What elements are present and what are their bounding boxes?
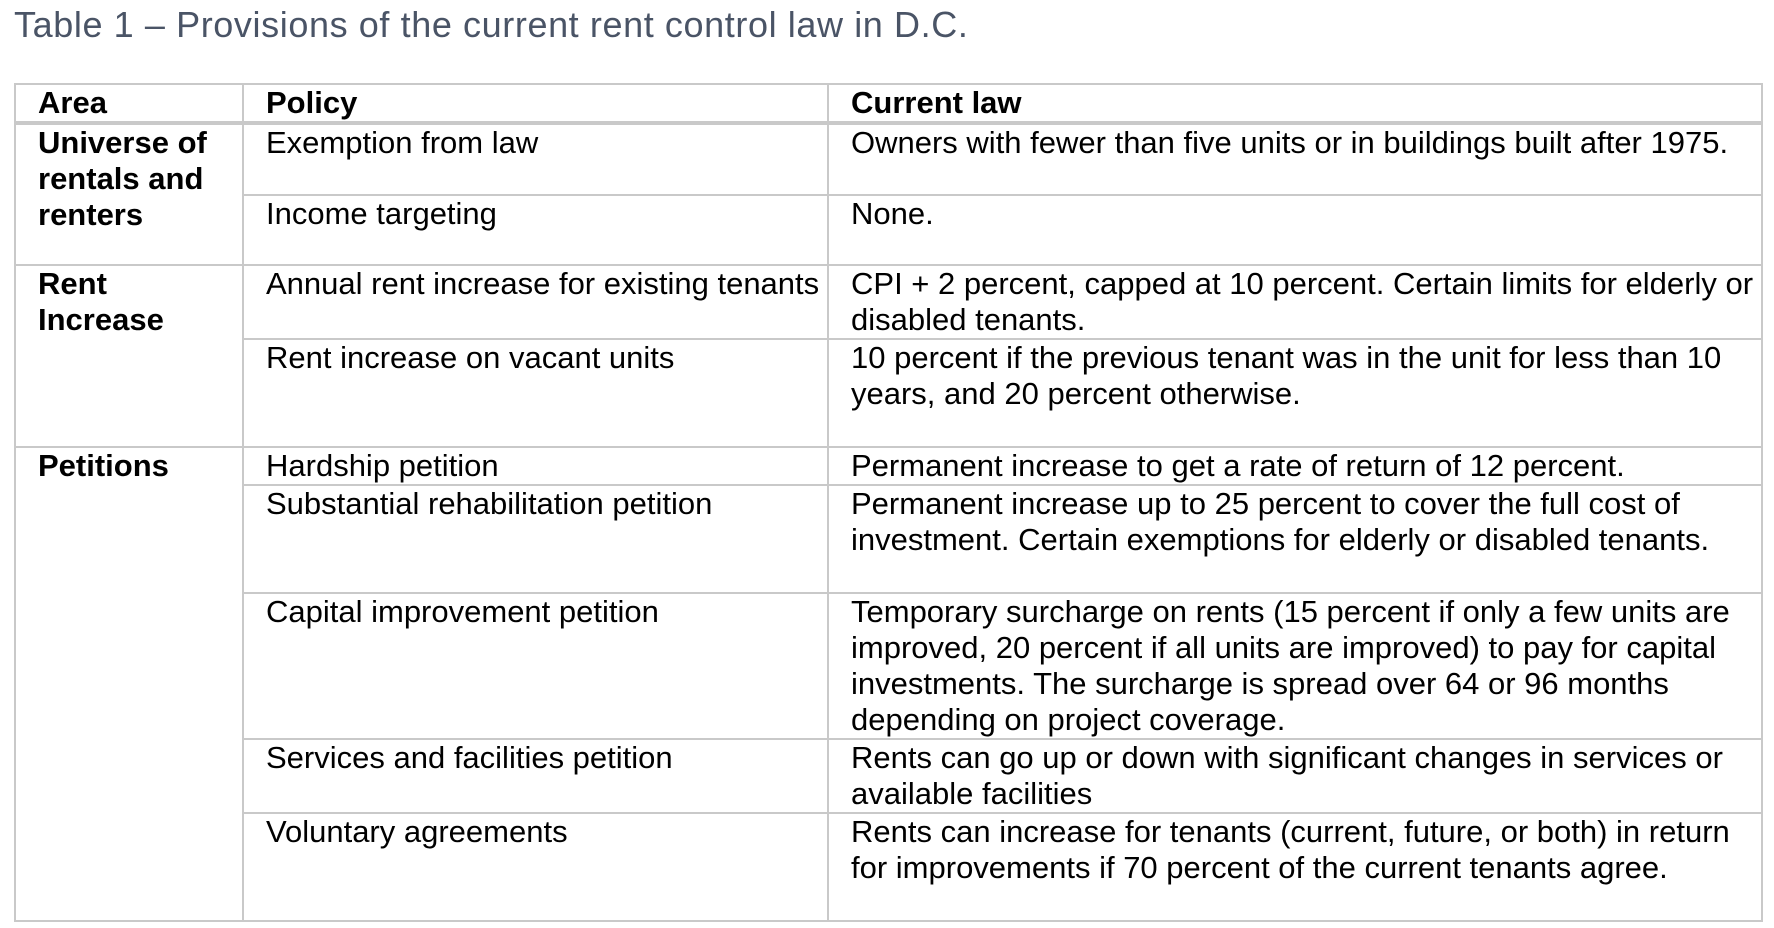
table-row: Capital improvement petition Temporary s… (15, 592, 1763, 740)
header-row: Area Policy Current law (14, 83, 1763, 125)
table-row: Universe of rentals and renters Exemptio… (14, 122, 1763, 266)
policy-cell: Rent increase on vacant units (242, 338, 829, 448)
law-cell: Permanent increase up to 25 percent to c… (827, 484, 1763, 594)
table-row: Income targeting None. (15, 194, 1763, 266)
table-row: Substantial rehabilitation petition Perm… (15, 484, 1763, 594)
law-cell: CPI + 2 percent, capped at 10 percent. C… (827, 264, 1763, 340)
provisions-table: Area Policy Current law Universe of rent… (14, 83, 1763, 922)
policy-cell: Substantial rehabilitation petition (242, 484, 829, 594)
law-cell: Rents can go up or down with significant… (827, 738, 1763, 814)
policy-cell: Services and facilities petition (242, 738, 829, 814)
table-row: Rent increase on vacant units 10 percent… (15, 338, 1763, 448)
table-row: Services and facilities petition Rents c… (15, 738, 1763, 814)
law-cell: Owners with fewer than five units or in … (827, 122, 1763, 196)
law-cell: None. (827, 194, 1763, 266)
area-cell-universe: Universe of rentals and renters (14, 122, 244, 266)
table-caption: Table 1 – Provisions of the current rent… (14, 4, 969, 45)
law-cell: Rents can increase for tenants (current,… (827, 812, 1763, 922)
header-current-law: Current law (827, 83, 1763, 125)
policy-cell: Annual rent increase for existing tenant… (242, 264, 829, 340)
area-cell-rent-increase: Rent Increase (14, 264, 244, 448)
table-row: Rent Increase Annual rent increase for e… (14, 264, 1763, 448)
policy-cell: Exemption from law (242, 122, 829, 196)
table-row: Petitions Hardship petition Permanent in… (14, 446, 1763, 922)
policy-cell: Income targeting (242, 194, 829, 266)
policy-cell: Hardship petition (242, 446, 829, 486)
policy-cell: Voluntary agreements (242, 812, 829, 922)
header-policy: Policy (242, 83, 829, 125)
area-cell-petitions: Petitions (14, 446, 244, 922)
policy-cell: Capital improvement petition (242, 592, 829, 740)
table-row: Voluntary agreements Rents can increase … (15, 812, 1763, 922)
law-cell: Permanent increase to get a rate of retu… (827, 446, 1763, 486)
law-cell: Temporary surcharge on rents (15 percent… (827, 592, 1763, 740)
header-area: Area (14, 83, 244, 125)
law-cell: 10 percent if the previous tenant was in… (827, 338, 1763, 448)
